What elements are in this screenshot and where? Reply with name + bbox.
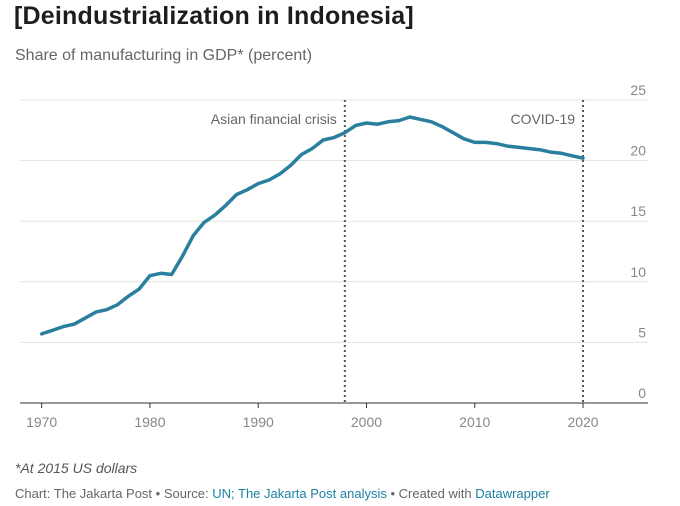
x-tick-label-2010: 2010	[459, 414, 490, 430]
x-tick-label-2020: 2020	[567, 414, 598, 430]
x-tick-label-1970: 1970	[26, 414, 57, 430]
y-tick-label-25: 25	[630, 82, 646, 98]
footer-prefix: Chart: The Jakarta Post • Source:	[15, 486, 213, 501]
line-chart: Asian financial crisis COVID-19 051015202…	[20, 82, 648, 430]
chart-title: [Deindustrialization in Indonesia]	[14, 2, 414, 30]
source-link[interactable]: UN; The Jakarta Post analysis	[212, 486, 387, 501]
footer-middle: • Created with	[386, 486, 476, 501]
y-tick-label-15: 15	[630, 203, 646, 219]
manufacturing-share-line	[39, 115, 585, 336]
chart-subtitle: Share of manufacturing in GDP* (percent)	[15, 47, 313, 64]
annotation-label-0: Asian financial crisis	[211, 111, 337, 127]
y-tick-label-5: 5	[638, 324, 646, 340]
axis-layer: 0 5 10 15 20 25 1970 1980 1990 2000 2010 2020	[20, 82, 648, 430]
x-tick-label-1990: 1990	[243, 414, 274, 430]
source-footer: Chart: The Jakarta Post • Source: UN; Th…	[15, 486, 550, 501]
y-tick-label-0: 0	[638, 385, 646, 401]
footnote: *At 2015 US dollars	[15, 460, 138, 476]
x-tick-label-1980: 1980	[134, 414, 165, 430]
annotation-layer: Asian financial crisis COVID-19	[211, 100, 585, 403]
y-tick-label-10: 10	[630, 264, 646, 280]
grid-layer	[20, 99, 648, 343]
x-tick-label-2000: 2000	[351, 414, 382, 430]
series-layer	[39, 115, 585, 336]
annotation-label-1: COVID-19	[510, 111, 575, 127]
y-tick-label-20: 20	[630, 143, 646, 159]
datawrapper-link[interactable]: Datawrapper	[475, 486, 550, 501]
